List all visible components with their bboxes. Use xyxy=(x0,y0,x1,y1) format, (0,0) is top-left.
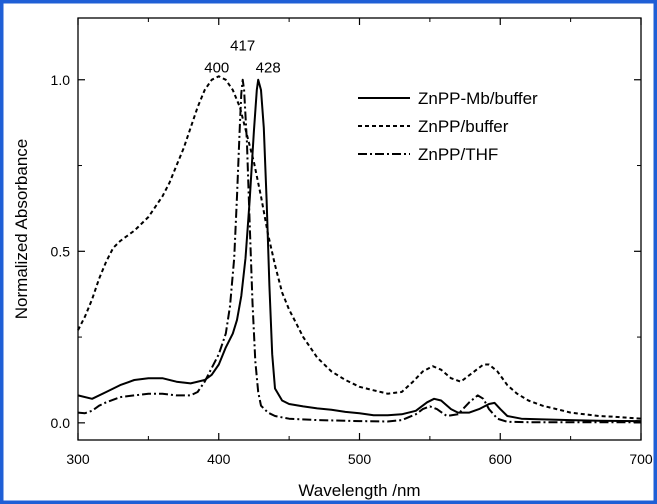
y-axis-title: Normalized Absorbance xyxy=(12,139,31,319)
x-tick-label: 600 xyxy=(489,451,513,467)
peak-label-400: 400 xyxy=(204,59,229,76)
plot-area-frame xyxy=(77,17,642,441)
y-tick-label: 1.0 xyxy=(51,72,71,88)
peak-label-417: 417 xyxy=(230,37,255,54)
y-tick-label: 0.5 xyxy=(51,243,71,259)
series-line-3 xyxy=(77,78,641,424)
legend-label-3: ZnPP/THF xyxy=(418,145,498,164)
series-line-2 xyxy=(77,75,642,420)
x-axis-title: Wavelength /nm xyxy=(298,481,420,500)
legend-label-2: ZnPP/buffer xyxy=(418,117,509,136)
x-tick-label: 300 xyxy=(66,451,90,467)
legend-label-1: ZnPP-Mb/buffer xyxy=(418,89,538,108)
series-line-1 xyxy=(77,78,642,423)
x-tick-label: 400 xyxy=(207,451,231,467)
x-tick-label: 500 xyxy=(348,451,372,467)
x-tick-label: 700 xyxy=(629,451,653,467)
y-tick-label: 0.0 xyxy=(51,415,71,431)
peak-label-428: 428 xyxy=(256,59,281,76)
